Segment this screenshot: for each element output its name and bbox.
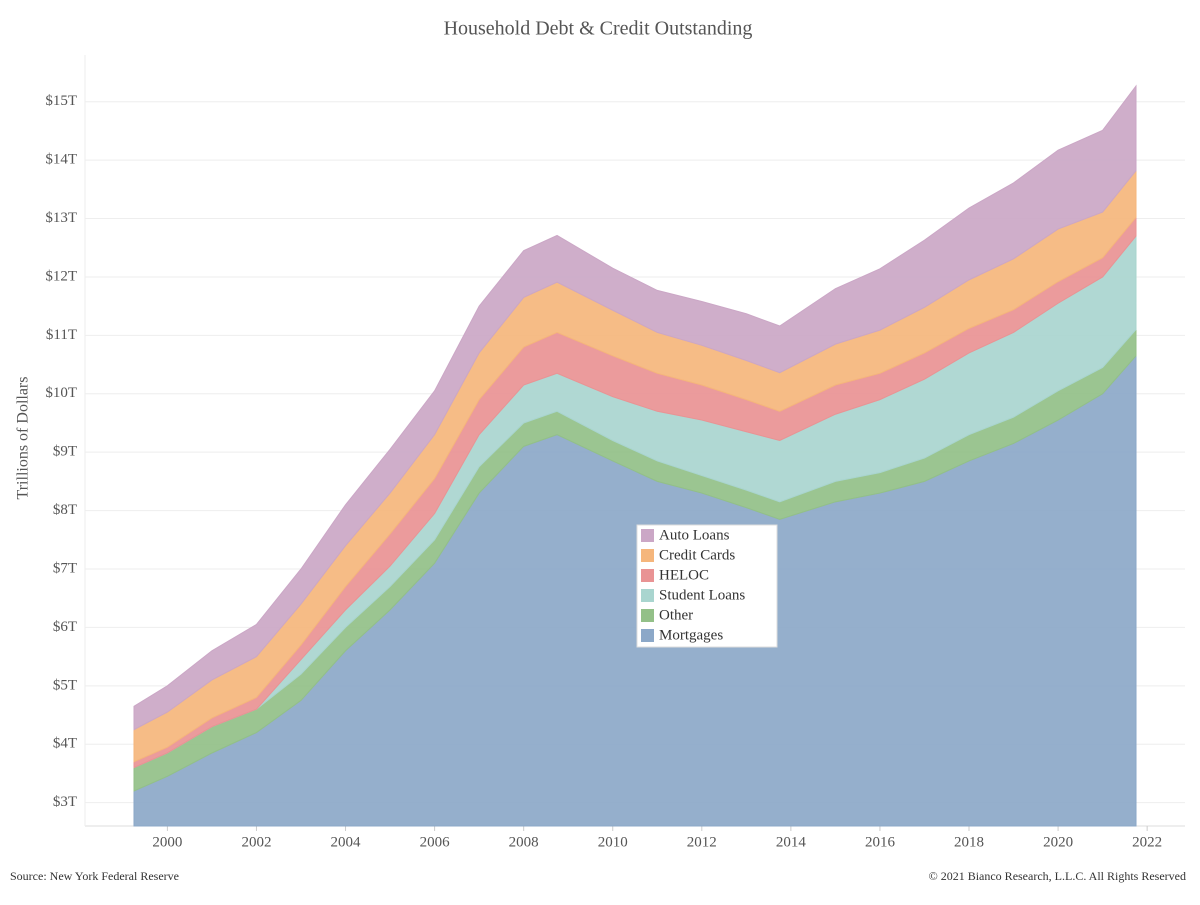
legend-label: HELOC [659, 567, 709, 583]
y-tick-label: $7T [53, 560, 77, 576]
x-tick-label: 2020 [1043, 834, 1073, 850]
x-tick-label: 2000 [152, 834, 182, 850]
x-tick-label: 2006 [420, 834, 451, 850]
y-tick-label: $8T [53, 502, 77, 518]
y-tick-label: $11T [46, 327, 77, 343]
chart-title: Household Debt & Credit Outstanding [444, 18, 753, 40]
y-tick-label: $13T [45, 210, 77, 226]
legend-label: Auto Loans [659, 527, 730, 543]
y-tick-label: $15T [45, 93, 77, 109]
y-tick-label: $6T [53, 619, 77, 635]
x-tick-label: 2016 [865, 834, 896, 850]
x-tick-label: 2022 [1132, 834, 1162, 850]
source-note: Source: New York Federal Reserve [10, 869, 179, 883]
y-tick-label: $12T [45, 268, 77, 284]
legend-label: Mortgages [659, 627, 723, 643]
y-tick-label: $9T [53, 444, 77, 460]
legend-label: Other [659, 607, 693, 623]
x-tick-label: 2018 [954, 834, 984, 850]
legend-swatch [641, 589, 654, 602]
x-tick-label: 2002 [241, 834, 271, 850]
legend-label: Student Loans [659, 587, 745, 603]
legend-swatch [641, 609, 654, 622]
y-tick-label: $14T [45, 152, 77, 168]
legend-swatch [641, 569, 654, 582]
y-tick-label: $5T [53, 677, 77, 693]
legend-swatch [641, 549, 654, 562]
y-axis-label: Trillions of Dollars [15, 377, 32, 500]
x-tick-label: 2008 [509, 834, 539, 850]
x-tick-label: 2010 [598, 834, 628, 850]
legend-box [636, 524, 778, 648]
y-tick-label: $4T [53, 736, 77, 752]
x-tick-label: 2014 [776, 834, 807, 850]
y-tick-label: $3T [53, 794, 77, 810]
x-tick-label: 2004 [331, 834, 362, 850]
legend-swatch [641, 529, 654, 542]
copyright-note: © 2021 Bianco Research, L.L.C. All Right… [929, 869, 1186, 883]
legend-swatch [641, 629, 654, 642]
legend-label: Credit Cards [659, 547, 735, 563]
area [133, 84, 1137, 731]
x-tick-label: 2012 [687, 834, 717, 850]
y-tick-label: $10T [45, 385, 77, 401]
